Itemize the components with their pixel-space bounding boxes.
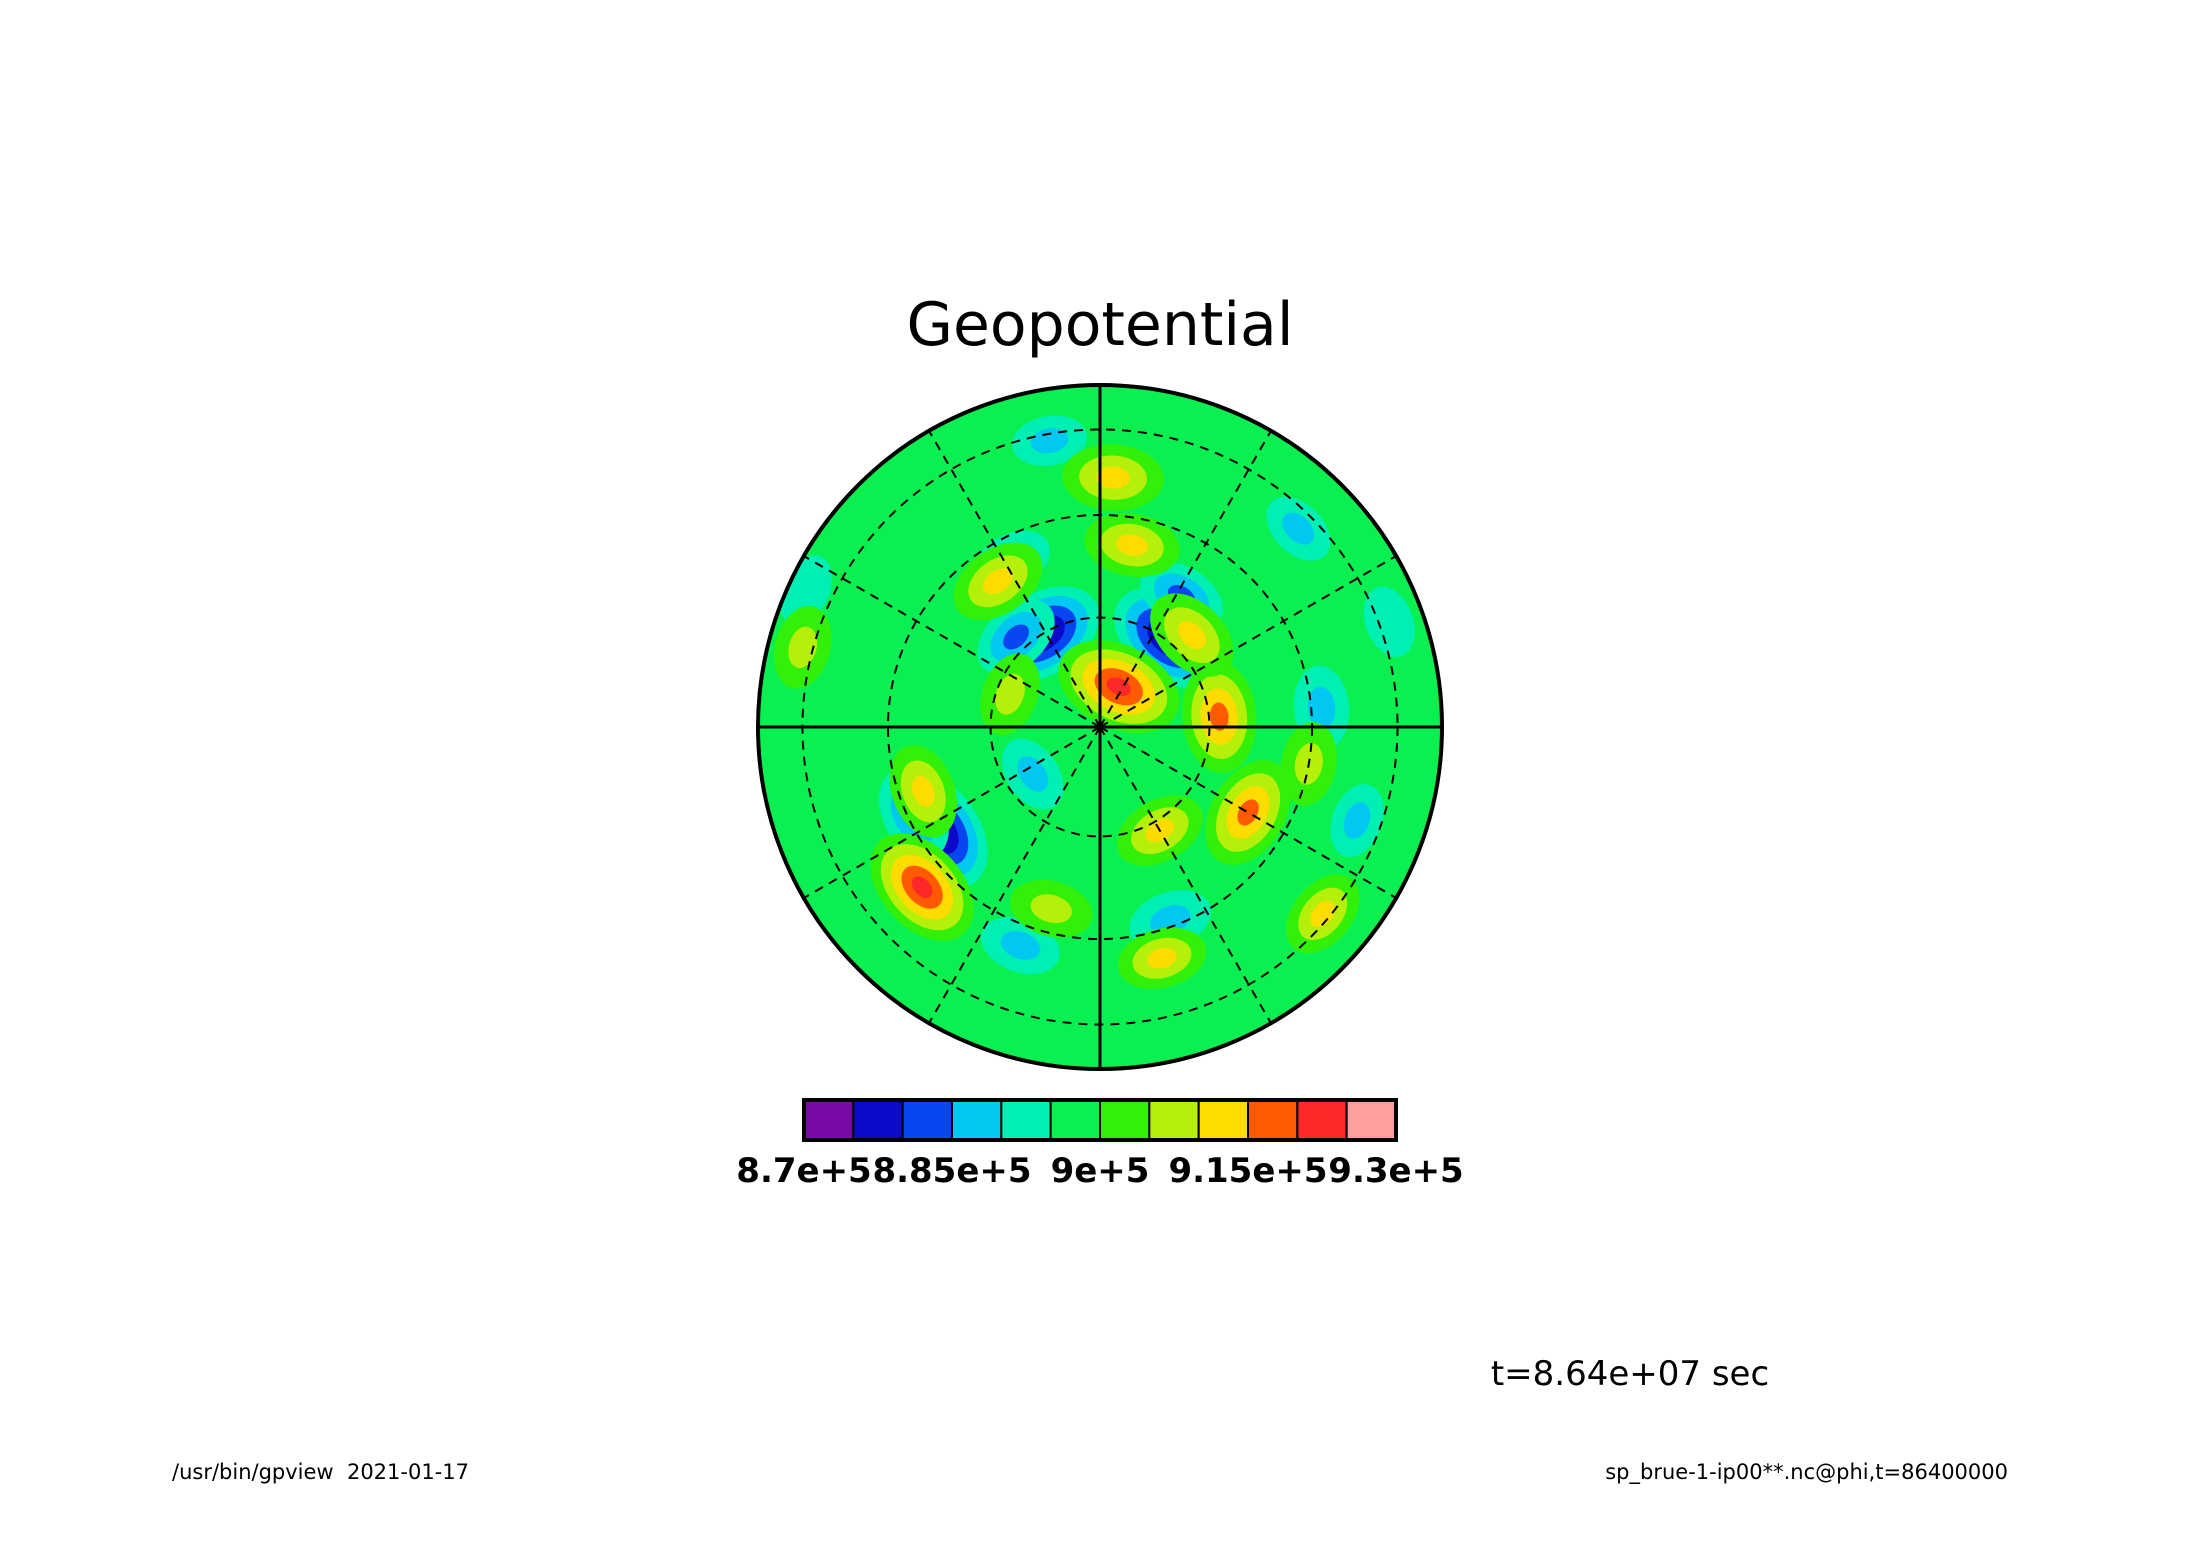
contour-level	[1030, 428, 1069, 454]
contour-level	[912, 775, 935, 807]
contour-level	[1116, 534, 1148, 556]
contour-level	[995, 673, 1025, 715]
colorbar-cell	[1247, 1099, 1299, 1141]
contour-level	[1147, 947, 1177, 969]
meridian-dashed-line	[803, 555, 1101, 728]
meridian-dashed-line	[928, 430, 1101, 728]
colorbar-cell	[1148, 1099, 1200, 1141]
contour-field	[773, 415, 1415, 990]
polar-disk	[756, 383, 1444, 1071]
anomaly-11	[1330, 784, 1384, 858]
footer-left-text: /usr/bin/gpview 2021-01-17	[172, 1460, 469, 1484]
anomaly-14	[1012, 415, 1088, 466]
contour-level	[1209, 702, 1229, 731]
meridian-dashed-line	[1099, 726, 1397, 899]
anomaly-12	[1001, 738, 1064, 810]
meridian-dashed-line	[803, 726, 1101, 899]
colorbar-tick-label: 9.3e+5	[1328, 1151, 1463, 1191]
anomaly-13	[1266, 496, 1331, 561]
contour-level	[1310, 900, 1335, 927]
contour-level	[1282, 512, 1315, 545]
anomaly-32	[1009, 879, 1093, 938]
colorbar-cell	[901, 1099, 954, 1141]
chart-title: Geopotential	[906, 290, 1293, 360]
colorbar-tick-label: 9.15e+5	[1168, 1151, 1327, 1191]
contour-level	[1149, 904, 1191, 935]
meridian-dashed-line	[1099, 726, 1272, 1024]
anomaly-31	[980, 653, 1040, 735]
anomaly-27	[1117, 927, 1207, 990]
anomaly-20	[1182, 660, 1257, 774]
colorbar-cell	[1000, 1099, 1052, 1141]
anomaly-19	[1205, 760, 1291, 865]
footer-right-text: sp_brue-1-ip00**.nc@phi,t=86400000	[1605, 1460, 2008, 1485]
anomaly-3	[977, 599, 1055, 675]
contour-level	[1363, 586, 1415, 657]
colorbar-cell	[1345, 1099, 1397, 1141]
anomaly-22	[1084, 513, 1180, 578]
disk-outline	[756, 383, 1444, 1071]
contour-level	[1237, 799, 1259, 826]
polar-grid	[758, 385, 1442, 1069]
anomaly-15	[1363, 586, 1415, 657]
colorbar-cell	[1049, 1099, 1101, 1141]
contour-level	[1096, 466, 1131, 489]
anomaly-30	[773, 605, 832, 689]
colorbar: 8.7e+5 8.85e+5 9e+5 9.15e+5 9.3e+5	[736, 1098, 1464, 1191]
time-label: t=8.64e+07 sec	[1491, 1354, 1769, 1394]
contour-level	[1000, 931, 1041, 960]
meridian-dashed-line	[1099, 555, 1397, 728]
contour-level	[1003, 624, 1029, 650]
anomaly-23	[953, 542, 1043, 621]
contour-level	[1307, 686, 1336, 729]
contour-level	[911, 876, 933, 898]
anomaly-18	[870, 833, 974, 942]
colorbar-tick-label: 8.85e+5	[872, 1151, 1031, 1191]
anomaly-25	[1150, 593, 1234, 677]
colorbar-cell	[852, 1099, 904, 1141]
contour-level	[1177, 621, 1206, 650]
colorbar-cell	[951, 1099, 1003, 1141]
colorbar-cell	[803, 1099, 855, 1141]
contour-level	[788, 626, 818, 669]
colorbar-cell	[1099, 1099, 1151, 1141]
anomaly-21	[1062, 444, 1164, 511]
contour-level	[983, 568, 1013, 595]
contour-level	[1017, 756, 1049, 792]
colorbar-cell	[1296, 1099, 1348, 1141]
colorbar-tick-label: 9e+5	[1051, 1151, 1150, 1191]
colorbar-tick-label: 8.7e+5	[736, 1151, 871, 1191]
anomaly-28	[1285, 874, 1360, 954]
colorbar-cell	[1197, 1099, 1249, 1141]
colorbar-outline	[802, 1098, 1398, 1142]
anomaly-24	[889, 745, 957, 838]
contour-level	[1343, 802, 1371, 839]
meridian-dashed-line	[1099, 430, 1272, 728]
contour-level	[1030, 894, 1072, 924]
meridian-dashed-line	[928, 726, 1101, 1024]
